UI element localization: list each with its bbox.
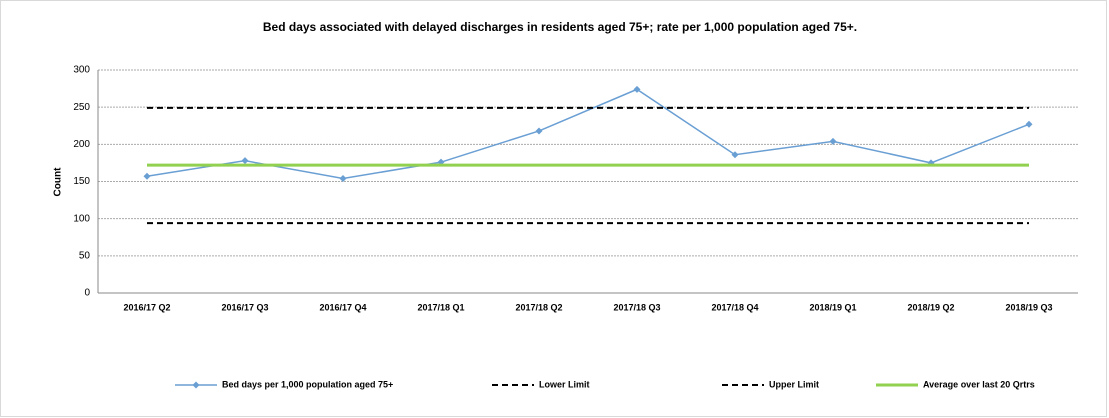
point (633, 85, 641, 93)
point (829, 137, 837, 145)
x-tick-label: 2018/19 Q3 (1005, 302, 1052, 312)
x-tick-label: 2016/17 Q3 (221, 302, 268, 312)
legend-label: Lower Limit (539, 379, 590, 389)
point (143, 172, 151, 180)
point (731, 151, 739, 159)
x-tick-label: 2017/18 Q3 (613, 302, 660, 312)
legend-label: Bed days per 1,000 population aged 75+ (222, 379, 393, 389)
y-tick-label: 300 (73, 65, 90, 76)
legend-marker (192, 381, 200, 389)
x-tick-label: 2018/19 Q2 (907, 302, 954, 312)
legend-label: Average over last 20 Qrtrs (923, 379, 1035, 389)
y-tick-label: 100 (73, 213, 90, 224)
legend-label: Upper Limit (769, 379, 819, 389)
point (241, 157, 249, 165)
x-tick-label: 2017/18 Q2 (515, 302, 562, 312)
y-tick-label: 0 (84, 288, 90, 299)
y-tick-label: 200 (73, 139, 90, 150)
point (339, 175, 347, 183)
y-tick-label: 150 (73, 176, 90, 187)
x-tick-label: 2016/17 Q2 (123, 302, 170, 312)
y-axis-label: Count (53, 167, 64, 197)
x-tick-label: 2018/19 Q1 (809, 302, 856, 312)
point (535, 127, 543, 135)
x-tick-label: 2017/18 Q4 (711, 302, 758, 312)
series-line (146, 88, 1030, 180)
y-tick-label: 50 (79, 250, 91, 261)
point (1025, 120, 1033, 128)
x-tick-label: 2016/17 Q4 (319, 302, 366, 312)
chart-title: Bed days associated with delayed dischar… (263, 20, 857, 34)
x-tick-label: 2017/18 Q1 (417, 302, 464, 312)
y-tick-label: 250 (73, 102, 90, 113)
